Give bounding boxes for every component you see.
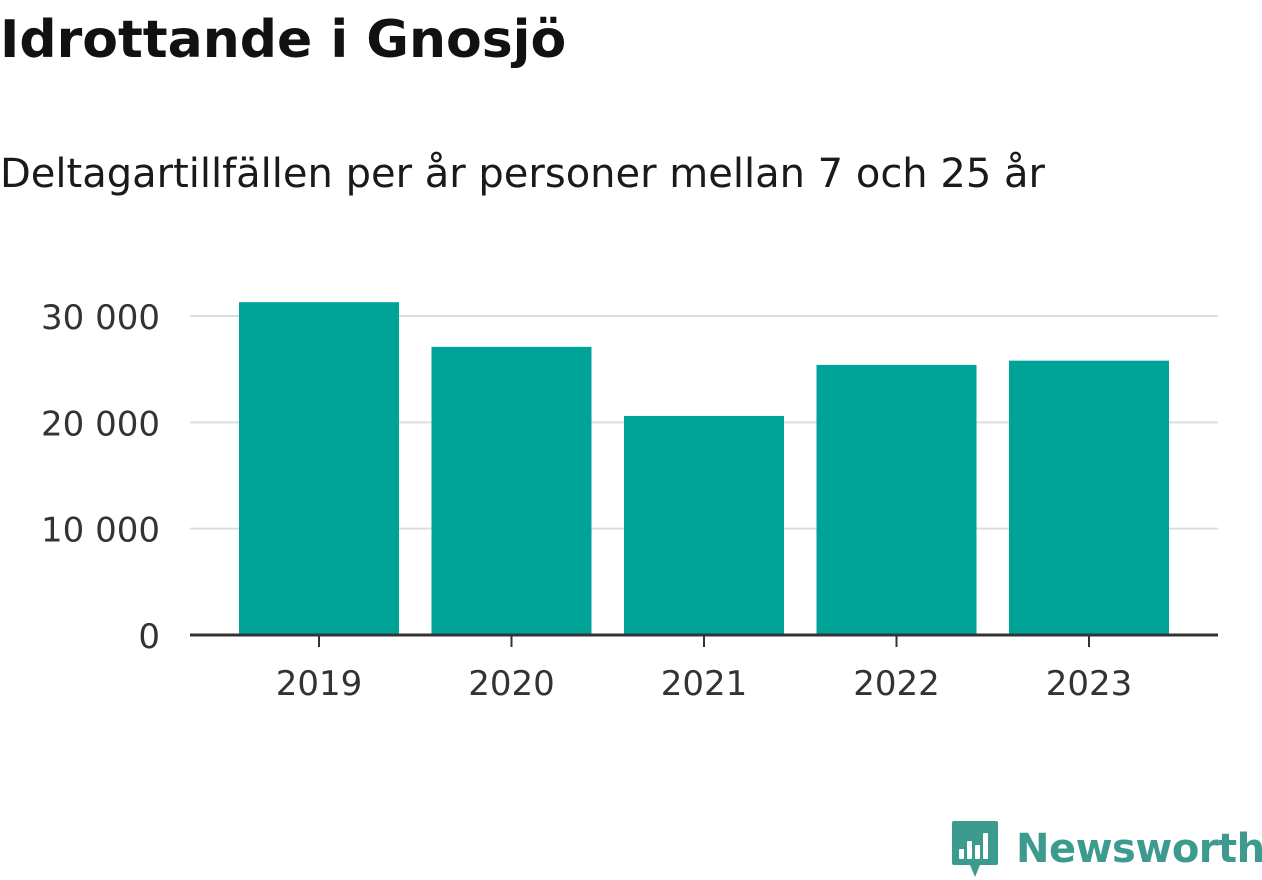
bar-2021 — [624, 415, 784, 635]
x-tick-label: 2021 — [661, 664, 748, 704]
x-tick-label: 2020 — [468, 664, 555, 704]
x-tick-label: 2022 — [853, 664, 940, 704]
logo-text: Newsworthy — [1016, 826, 1262, 872]
chart-subtitle: Deltagartillfällen per år personer mella… — [0, 151, 1045, 197]
y-tick-label: 0 — [138, 617, 160, 657]
chart-title: Idrottande i Gnosjö — [0, 10, 567, 70]
newsworthy-logo: Newsworthy — [950, 818, 1262, 880]
newsworthy-chart-icon — [952, 821, 998, 877]
y-tick-label: 10 000 — [41, 511, 160, 551]
bar-2020 — [431, 346, 592, 635]
y-tick-label: 20 000 — [41, 404, 160, 444]
x-tick-label: 2023 — [1046, 664, 1133, 704]
bar-2023 — [1009, 360, 1169, 635]
bar-2019 — [239, 302, 399, 635]
y-tick-label: 30 000 — [41, 298, 160, 338]
bar-2022 — [816, 364, 977, 635]
x-tick-label: 2019 — [276, 664, 363, 704]
